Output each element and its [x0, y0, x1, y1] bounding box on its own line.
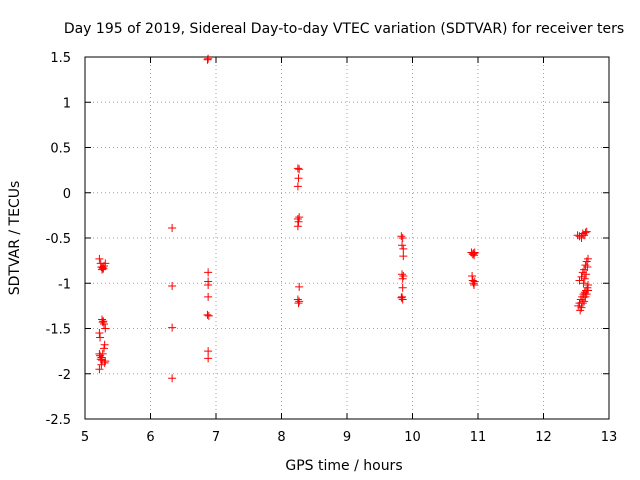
data-point: [204, 311, 213, 320]
x-tick-label: 13: [601, 430, 618, 445]
data-point: [469, 279, 478, 288]
x-tick-label: 9: [343, 430, 351, 445]
y-axis-label: SDTVAR / TECUs: [7, 181, 23, 296]
data-point: [295, 297, 304, 306]
data-point: [469, 249, 478, 258]
grid: [85, 57, 609, 419]
data-point: [581, 261, 590, 270]
data-point: [204, 54, 213, 63]
y-tick-label: 1: [63, 96, 71, 111]
x-tick-label: 11: [470, 430, 487, 445]
data-point: [583, 262, 592, 271]
data-point: [204, 292, 213, 301]
y-tick-label: -2: [58, 368, 71, 383]
x-tick-label: 10: [404, 430, 421, 445]
data-point: [97, 360, 106, 369]
y-tick-label: -2.5: [46, 413, 71, 428]
data-point: [95, 329, 104, 338]
data-point: [294, 174, 303, 183]
data-point: [293, 164, 302, 173]
data-point: [399, 252, 408, 261]
data-point: [204, 347, 213, 356]
data-point: [203, 55, 212, 64]
data-point: [204, 268, 213, 277]
data-point: [397, 293, 406, 302]
data-point: [168, 224, 177, 233]
y-tick-label: -0.5: [46, 232, 71, 247]
data-point: [398, 274, 407, 283]
data-point: [398, 283, 407, 292]
y-tick-label: 0.5: [50, 142, 71, 157]
data-point: [578, 299, 587, 308]
data-point: [398, 241, 407, 250]
data-point: [168, 281, 177, 290]
y-tick-label: -1: [58, 277, 71, 292]
x-tick-label: 6: [146, 430, 154, 445]
data-point: [99, 319, 108, 328]
data-point: [294, 217, 303, 226]
data-point: [293, 222, 302, 231]
data-point: [398, 234, 407, 242]
data-point: [579, 279, 588, 288]
data-point: [468, 272, 477, 281]
data-point: [168, 374, 177, 383]
data-point: [95, 365, 104, 374]
data-point: [101, 324, 110, 333]
data-point: [584, 286, 593, 295]
data-point: [582, 270, 591, 279]
data-point: [100, 358, 109, 367]
data-point: [96, 355, 105, 364]
data-point: [470, 281, 479, 290]
data-point: [584, 254, 593, 263]
data-point: [398, 270, 407, 279]
data-point: [101, 357, 110, 366]
axis-ticks: [84, 56, 610, 420]
data-point: [470, 277, 479, 286]
chart-title: Day 195 of 2019, Sidereal Day-to-day VTE…: [64, 21, 624, 37]
data-point: [293, 182, 302, 191]
data-point: [98, 265, 107, 274]
x-tick-label: 7: [212, 430, 220, 445]
data-point: [397, 232, 406, 241]
data-point: [295, 282, 304, 291]
data-point: [470, 248, 479, 257]
data-point: [577, 303, 586, 312]
data-point: [398, 295, 407, 304]
x-axis-label: GPS time / hours: [285, 458, 402, 474]
data-series-sdtvar: [95, 54, 593, 383]
data-point: [204, 354, 213, 363]
data-point: [582, 290, 591, 299]
data-point: [98, 349, 107, 358]
data-point: [295, 213, 304, 222]
x-tick-label: 8: [277, 430, 285, 445]
data-point: [577, 272, 586, 281]
data-point: [468, 250, 477, 259]
y-tick-label: 1.5: [50, 51, 71, 66]
data-point: [98, 263, 107, 272]
data-point: [581, 228, 590, 237]
data-point: [99, 344, 108, 353]
data-point: [204, 281, 213, 290]
data-point: [294, 299, 303, 308]
data-point: [582, 227, 591, 236]
y-tick-label: 0: [63, 187, 71, 202]
data-point: [100, 340, 109, 349]
data-point: [95, 254, 104, 263]
data-point: [580, 274, 589, 283]
data-point: [98, 318, 107, 327]
data-point: [295, 165, 304, 174]
y-tick-label: -1.5: [46, 323, 71, 338]
data-point: [101, 259, 110, 268]
x-tick-label: 5: [81, 430, 89, 445]
data-point: [293, 295, 302, 304]
data-point: [399, 244, 408, 253]
data-point: [580, 288, 589, 297]
x-tick-label: 12: [535, 430, 552, 445]
data-point: [96, 333, 105, 342]
data-point: [203, 310, 212, 319]
data-point: [168, 323, 177, 332]
data-point: [580, 297, 589, 306]
